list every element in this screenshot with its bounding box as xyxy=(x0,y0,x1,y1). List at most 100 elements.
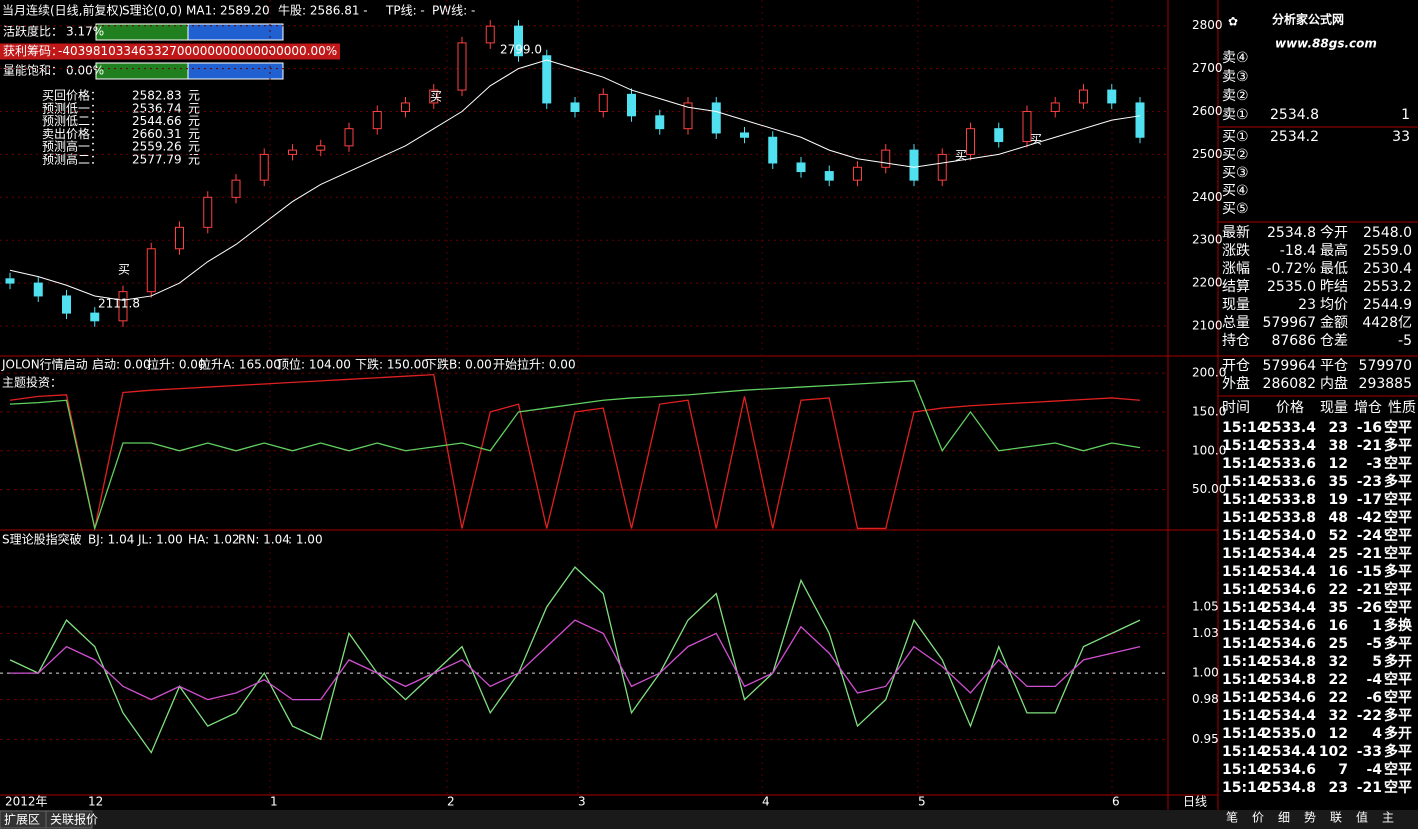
trade-cell: 25 xyxy=(1329,546,1348,562)
trade-cell: 25 xyxy=(1329,636,1348,652)
annotation: 2111.8 xyxy=(98,297,140,311)
y-tick-label: 2100 xyxy=(1192,318,1223,332)
trade-cell: 12 xyxy=(1329,726,1348,742)
side-tab[interactable]: 值 xyxy=(1356,810,1368,825)
ask-label: 卖② xyxy=(1222,88,1249,104)
tab[interactable] xyxy=(45,810,93,829)
side-tab[interactable]: 笔 xyxy=(1226,810,1238,825)
trade-cell: 15:14 xyxy=(1222,564,1267,580)
trade-cell: -17 xyxy=(1357,492,1382,508)
info-label: 买回价格： xyxy=(42,88,102,103)
y-tick-label: 1.03 xyxy=(1192,626,1219,640)
tab-label[interactable]: 扩展区 xyxy=(4,813,40,827)
ask-volume: 1 xyxy=(1401,107,1410,123)
trade-cell: 多平 xyxy=(1384,707,1412,724)
header-text: PW线: - xyxy=(432,4,475,18)
candle xyxy=(485,25,495,44)
quote-label: 最新 xyxy=(1222,225,1250,241)
indicator-line xyxy=(10,619,1141,701)
info-value: 2577.79 xyxy=(132,153,182,167)
trade-cell: 2534.6 xyxy=(1262,636,1316,652)
time-label: 5 xyxy=(918,795,926,809)
trade-cell: 16 xyxy=(1329,564,1348,580)
trade-header: 性质 xyxy=(1388,400,1416,416)
candle xyxy=(824,171,834,181)
quote-value: 2530.4 xyxy=(1363,261,1412,277)
trade-cell: 15:14 xyxy=(1222,690,1267,706)
quote-label: 持仓 xyxy=(1222,333,1250,349)
time-label: 2012年 xyxy=(5,795,48,809)
side-tab[interactable]: 主 xyxy=(1382,811,1394,825)
quote-label: 最低 xyxy=(1320,261,1348,277)
trade-header: 时间 xyxy=(1222,400,1250,416)
candle xyxy=(740,132,749,138)
trade-cell: 2534.6 xyxy=(1262,618,1316,634)
bar-green xyxy=(95,62,189,80)
candle xyxy=(768,136,778,164)
indicator-legend: HA: 1.02 xyxy=(188,533,240,547)
indicator-legend: 拉升A: 165.00 xyxy=(199,357,281,372)
quote-value: 2559.0 xyxy=(1363,243,1412,259)
y-tick-label: 150.0 xyxy=(1192,404,1226,418)
info-label: 卖出价格： xyxy=(42,126,102,141)
trade-cell: 2534.4 xyxy=(1262,564,1316,580)
trade-cell: 15:14 xyxy=(1222,456,1267,472)
trade-cell: 2535.0 xyxy=(1262,726,1316,742)
trade-cell: 102 xyxy=(1319,744,1348,760)
side-tab[interactable]: 细 xyxy=(1278,811,1290,825)
trade-cell: -21 xyxy=(1357,438,1382,454)
trade-cell: 48 xyxy=(1329,510,1348,526)
trade-cell: 2534.0 xyxy=(1262,528,1316,544)
tab-bar xyxy=(0,810,1418,829)
trade-cell: 15:14 xyxy=(1222,636,1267,652)
tab-label[interactable]: 关联报价 xyxy=(50,812,98,827)
info-value: 2660.31 xyxy=(132,127,182,141)
trade-cell: 15:14 xyxy=(1222,492,1267,508)
candle xyxy=(372,111,382,130)
indicator-legend: 拉升: 0.00 xyxy=(147,357,206,372)
info-unit: 元 xyxy=(188,140,200,154)
trade-cell: 多换 xyxy=(1384,617,1413,634)
trade-cell: -21 xyxy=(1357,546,1382,562)
trade-cell: 15:14 xyxy=(1222,438,1267,454)
candle xyxy=(90,312,100,322)
ask-price: 2534.8 xyxy=(1270,107,1319,123)
trade-cell: 2534.4 xyxy=(1262,600,1316,616)
trade-cell: 空平 xyxy=(1384,581,1412,598)
bar-blue xyxy=(187,62,284,80)
candle xyxy=(966,128,975,155)
trade-cell: 32 xyxy=(1329,708,1348,724)
candle xyxy=(1135,102,1145,138)
ma-line xyxy=(9,59,1141,301)
trade-cell: 2534.6 xyxy=(1262,690,1316,706)
info-value: 2559.26 xyxy=(132,140,182,154)
candle xyxy=(62,295,71,314)
info-label: 预测高二： xyxy=(42,152,102,167)
trade-cell: 空平 xyxy=(1384,509,1412,526)
trade-cell: -16 xyxy=(1357,420,1382,436)
trade-cell: -24 xyxy=(1357,528,1383,544)
trade-cell: -42 xyxy=(1357,510,1382,526)
quote-label: 结算 xyxy=(1222,279,1250,295)
candle xyxy=(429,89,439,104)
trade-cell: 2534.6 xyxy=(1262,582,1316,598)
candle xyxy=(1050,102,1060,113)
value-background xyxy=(0,43,340,60)
trade-cell: 4 xyxy=(1372,726,1382,742)
side-tab[interactable]: 势 xyxy=(1304,811,1316,825)
info-unit: 元 xyxy=(188,127,200,141)
ask-label: 卖④ xyxy=(1222,50,1249,66)
indicator-title: JOLON行情启动 xyxy=(1,358,88,372)
candle xyxy=(175,226,184,250)
header-text: S理论(0,0) xyxy=(122,4,182,18)
quote-value: -18.4 xyxy=(1280,243,1316,259)
side-tab[interactable]: 联 xyxy=(1330,811,1342,825)
trade-cell: 5 xyxy=(1372,654,1382,670)
y-tick-label: 2800 xyxy=(1192,18,1223,32)
candle xyxy=(881,149,891,168)
trade-cell: 15:14 xyxy=(1222,726,1267,742)
info-unit: 元 xyxy=(188,89,200,103)
trade-cell: 多平 xyxy=(1384,635,1412,652)
candle xyxy=(655,115,665,130)
side-tab[interactable]: 价 xyxy=(1252,811,1264,825)
